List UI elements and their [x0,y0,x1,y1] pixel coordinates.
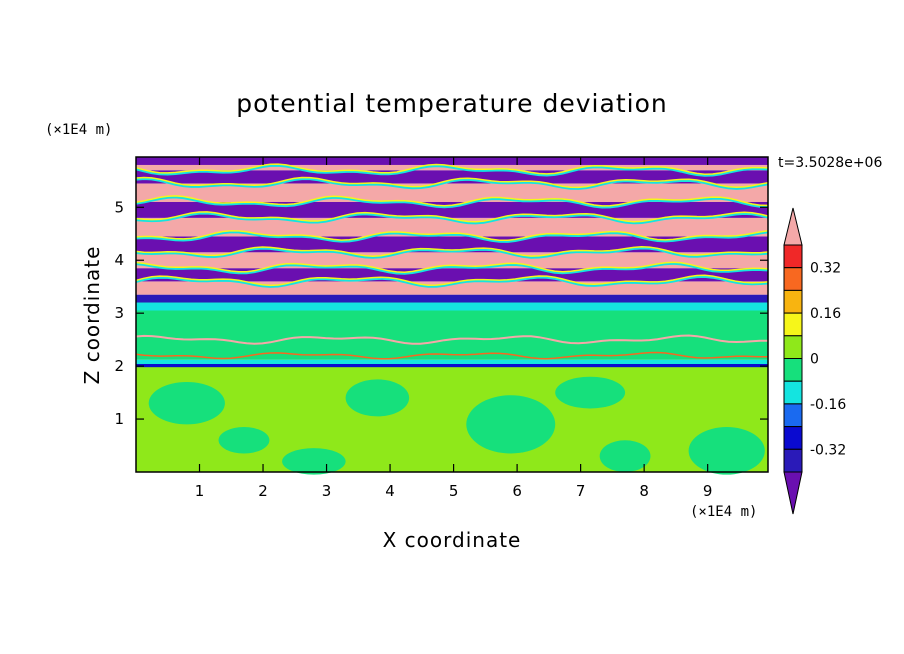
colorbar-box [783,426,803,450]
colorbar-box [783,335,803,359]
x-tick-label: 6 [512,482,522,500]
x-tick-label: 2 [258,482,268,500]
band-edge-yellow [135,229,769,242]
layer-inversion [136,359,768,367]
colorbar: 0.32 0.16 0 -0.16 -0.32 [783,207,846,515]
contour-patch [555,376,626,409]
layer-cyan [136,302,768,311]
layer-upper-band [136,236,768,253]
contour-patch [688,427,765,475]
contour-patch [466,395,556,454]
layer-upper-band [136,268,768,282]
colorbar-box [783,358,803,382]
band-edge-cyan [135,211,769,225]
plot-frame [135,156,769,473]
colorbar-tick-label: -0.16 [810,397,846,413]
band-edge-yellow [135,195,769,207]
band-edge-yellow [135,274,769,287]
contour-patch [282,448,346,475]
contour-patch [599,440,651,472]
x-tick-label: 3 [322,482,332,500]
colorbar-tick-label: 0.32 [810,261,841,277]
colorbar-box [783,289,803,314]
y-tick-label: 2 [114,357,124,375]
contour-patch [345,379,410,417]
colorbar-box [783,312,803,337]
colorbar-box [783,244,803,269]
band-edge-yellow [135,211,769,223]
x-unit-label: (×1E4 m) [690,504,757,520]
time-stamp: t=3.5028e+06 [778,155,882,171]
x-tick-label: 9 [703,482,713,500]
band-edge-cyan [135,176,769,190]
x-tick-label: 1 [195,482,205,500]
layer-middle [136,302,768,360]
band-edge-yellow [135,261,769,273]
x-axis-label: X coordinate [383,528,522,552]
colorbar-bottom-arrow [783,471,803,515]
colorbar-box [783,403,803,428]
y-tick-label: 1 [114,410,124,428]
contour-patch [148,382,225,425]
band-edge-yellow [135,246,769,258]
x-tick-label: 5 [449,482,459,500]
layer-inversion-core [136,364,768,368]
y-axis: 1 2 3 4 5 [114,198,768,428]
y-axis-label: Z coordinate [80,246,104,385]
band-edge-yellow [135,163,769,175]
colorbar-box [783,448,803,473]
contour-patch [218,427,270,454]
y-tick-label: 4 [114,251,124,269]
colorbar-box [783,380,803,405]
band-edge-yellow [135,176,769,189]
layer-lower [136,366,768,472]
band-edge-cyan [135,230,769,243]
mid-positive-streak [135,334,769,345]
x-tick-label: 7 [576,482,586,500]
layer-top [136,157,768,165]
y-tick-label: 3 [114,304,124,322]
mid-red-streak [135,351,768,360]
x-axis: 1 2 3 4 5 6 7 8 9 [195,157,713,500]
band-edge-cyan [135,163,769,177]
colorbar-tick-label: 0.16 [810,306,841,322]
y-unit-label: (×1E4 m) [45,122,112,138]
colorbar-top-arrow [783,207,803,246]
band-edge-cyan [135,274,769,288]
contour-field [135,157,769,475]
chart-title: potential temperature deviation [236,89,667,118]
layer-strong-negative [136,294,768,303]
band-edge-cyan [135,246,769,259]
y-tick-label: 5 [114,198,124,216]
band-edge-cyan [135,261,769,275]
colorbar-box [783,267,803,291]
layer-upper-band [136,183,768,202]
colorbar-tick-label: 0 [810,352,819,368]
colorbar-tick-label: -0.32 [810,442,846,458]
x-tick-label: 8 [639,482,649,500]
x-tick-label: 4 [385,482,395,500]
band-edge-cyan [135,195,769,209]
